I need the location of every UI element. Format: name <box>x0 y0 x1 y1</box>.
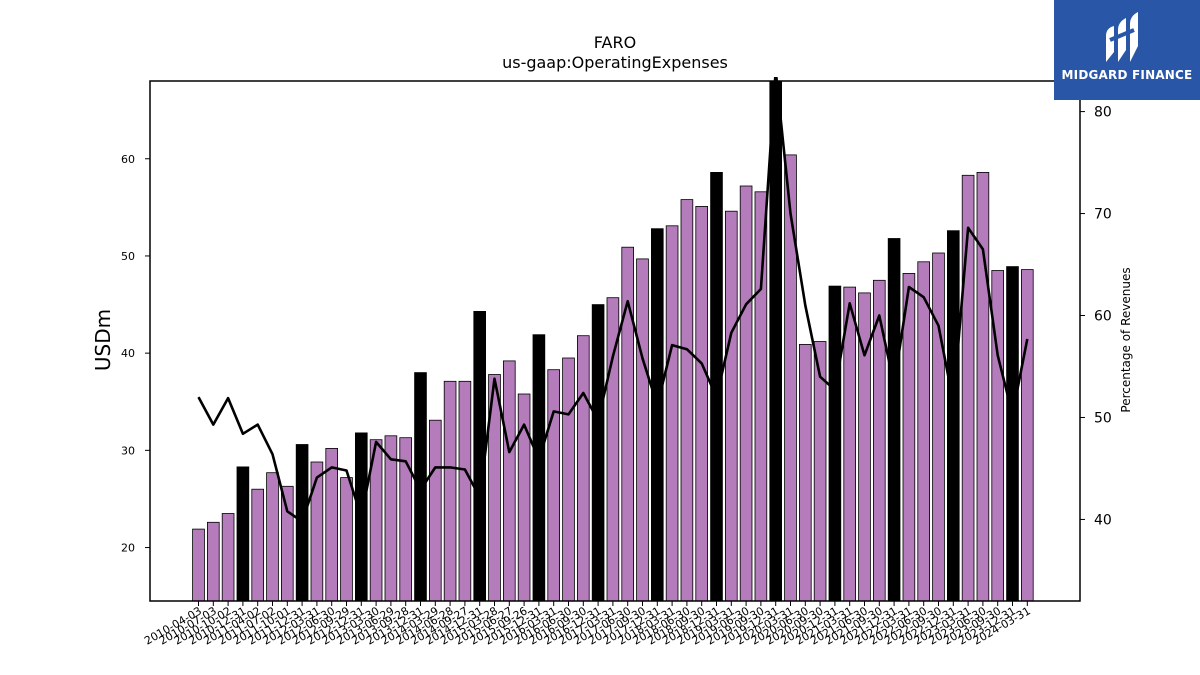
bar-2010-04-03 <box>192 528 205 602</box>
bar-2022-09-30 <box>932 252 945 602</box>
bar-2011-07-02 <box>266 472 279 602</box>
y2-tick-label: 80 <box>1094 105 1112 121</box>
bar-2017-09-30 <box>636 258 649 602</box>
bar-2016-06-30 <box>562 357 575 602</box>
y2-tick-label: 40 <box>1094 512 1112 528</box>
bar-2023-06-30 <box>976 171 990 602</box>
secondary-y-axis-label: Percentage of Revenues <box>1119 267 1133 412</box>
logo-badge: MIDGARD FINANCE <box>1054 0 1200 100</box>
bar-2019-06-30 <box>739 185 753 602</box>
y-axis-label: USDm <box>91 309 115 371</box>
bar-2011-04-02 <box>251 488 265 602</box>
bar-2012-03-31 <box>310 461 324 602</box>
plot-frame <box>149 80 1081 602</box>
bar-2023-12-31 <box>1006 266 1019 602</box>
bar-2017-12-31 <box>651 228 664 602</box>
bar-2019-03-31 <box>725 210 738 602</box>
bar-2021-12-31 <box>887 238 901 602</box>
bar-2024-03-31 <box>1021 269 1034 602</box>
y-tick-label: 40 <box>121 347 135 360</box>
bar-2014-06-28 <box>443 380 457 602</box>
y-tick-label: 60 <box>121 153 135 166</box>
logo-text: MIDGARD FINANCE <box>1061 68 1193 82</box>
bar-2018-09-30 <box>695 205 708 602</box>
bar-2022-12-31 <box>947 230 960 602</box>
y-tick-label: 20 <box>121 542 135 555</box>
bar-2018-03-31 <box>665 225 679 602</box>
bar-2020-12-31 <box>828 285 842 602</box>
bar-2011-10-01 <box>280 485 294 602</box>
bar-2018-06-30 <box>680 199 694 602</box>
bar-2010-07-03 <box>206 521 220 602</box>
percentage-line-series <box>197 77 1029 523</box>
percentage-line <box>197 77 1029 523</box>
bar-2016-09-30 <box>577 335 590 602</box>
midgard-logo-icon <box>1106 12 1138 62</box>
bar-2010-12-31 <box>236 466 250 602</box>
bar-2010-10-02 <box>221 513 235 602</box>
bar-2012-09-29 <box>340 477 353 602</box>
axes: 203040506040506070802010-04-032010-07-03… <box>121 80 1112 648</box>
y2-tick-label: 60 <box>1094 309 1112 325</box>
bar-2014-03-29 <box>428 419 442 602</box>
y-tick-label: 30 <box>121 444 135 457</box>
bar-2015-12-31 <box>532 334 546 602</box>
bar-2022-06-30 <box>917 261 930 602</box>
y2-tick-label: 50 <box>1094 410 1112 426</box>
chart-title: FARO <box>594 33 636 52</box>
y-tick-label: 50 <box>121 250 135 263</box>
bar-2014-09-27 <box>458 380 472 602</box>
bar-2020-06-30 <box>799 343 812 602</box>
bar-2015-06-27 <box>502 360 516 602</box>
bar-series <box>192 80 1034 602</box>
bar-2020-03-31 <box>784 154 797 602</box>
bar-2019-12-31 <box>769 80 782 602</box>
bar-2013-12-31 <box>414 372 427 602</box>
chart-subtitle: us-gaap:OperatingExpenses <box>502 53 728 72</box>
bar-2016-12-31 <box>591 304 605 602</box>
bar-2016-03-31 <box>547 369 560 602</box>
y2-tick-label: 70 <box>1094 207 1112 223</box>
bar-2019-09-30 <box>754 191 768 602</box>
